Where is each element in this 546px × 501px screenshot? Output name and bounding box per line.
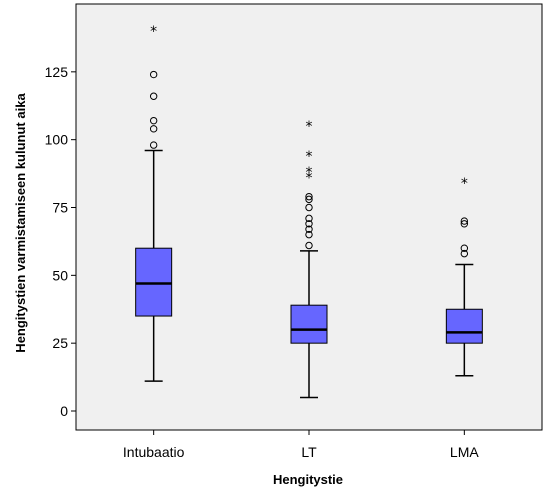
outlier-point	[305, 220, 313, 228]
outlier-point	[305, 203, 313, 212]
y-tick-label: 25	[52, 335, 68, 351]
box	[135, 247, 173, 317]
x-tick-label: LT	[301, 444, 317, 460]
x-axis-title: Hengitystie	[273, 472, 343, 487]
outlier-point	[305, 241, 313, 250]
extreme-point: *	[461, 176, 468, 192]
box-group: ****	[290, 119, 328, 399]
outlier-point	[305, 230, 313, 239]
extreme-point: *	[150, 24, 157, 40]
y-tick-label: 50	[52, 267, 68, 283]
extreme-point: *	[306, 119, 313, 135]
y-tick-label: 125	[45, 64, 69, 80]
box-group: *	[135, 24, 173, 382]
box	[445, 308, 483, 344]
outlier-point	[149, 70, 158, 79]
outlier-point	[460, 244, 469, 252]
y-axis-title: Hengitystien varmistamiseen kulunut aika	[13, 93, 28, 353]
box	[290, 304, 328, 344]
outlier-point	[149, 116, 158, 125]
outlier-point	[460, 217, 469, 225]
boxes: ******	[135, 24, 483, 399]
y-tick-label: 100	[45, 132, 69, 148]
outlier-point	[305, 195, 313, 204]
y-tick-label: 0	[60, 403, 68, 419]
x-tick-label: LMA	[450, 444, 479, 460]
box-group: *	[445, 176, 483, 377]
outlier-point	[460, 249, 469, 258]
x-axis: Intubaatio LT LMA	[123, 430, 479, 460]
y-axis: 0 25 50 75 100 125	[45, 64, 76, 419]
outlier-point	[305, 192, 313, 201]
outlier-point	[460, 220, 469, 228]
extreme-point: *	[306, 149, 313, 165]
outlier-point	[305, 225, 313, 233]
y-tick-label: 75	[52, 200, 68, 216]
extreme-point: *	[306, 171, 313, 187]
outlier-point	[149, 125, 158, 133]
extreme-point: *	[306, 165, 313, 181]
x-tick-label: Intubaatio	[123, 444, 185, 460]
outlier-point	[305, 214, 313, 223]
outlier-point	[149, 92, 158, 100]
outlier-point	[149, 141, 158, 149]
